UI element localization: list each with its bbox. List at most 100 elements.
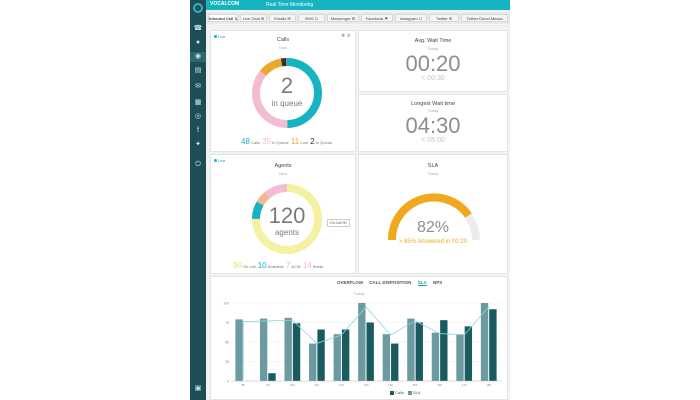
bar-sla	[431, 332, 440, 381]
trend-line	[242, 306, 490, 379]
agents-count: 120	[268, 203, 306, 228]
bar-sla	[235, 319, 243, 381]
tab-overflow[interactable]: OVERFLOW	[337, 280, 363, 285]
bar-calls	[268, 373, 276, 381]
tab-twitter-direct[interactable]: Twitter Direct Messa	[461, 14, 508, 22]
agents-title: Agents	[274, 163, 292, 169]
messenger-icon[interactable]: ◎	[194, 113, 202, 120]
agents-donut	[252, 184, 322, 254]
sla-gauge	[387, 193, 480, 241]
chart-tabs: OVERFLOW CALL DISPOSITION SLA NPS	[337, 280, 443, 286]
calls-queued: 2	[310, 137, 315, 146]
tab-instagram[interactable]: Instagram ☐	[395, 14, 427, 22]
calls-lost: 11	[290, 137, 300, 146]
sms-icon[interactable]: ▦	[194, 99, 202, 106]
x-tick-label: 17h	[462, 383, 467, 387]
bar-sla	[358, 303, 366, 381]
calls-queue-label: in queue	[271, 99, 303, 108]
bar-sla	[309, 343, 317, 381]
calls-in-queue: 35	[262, 137, 272, 146]
longest-wait-card: Longest Wait time Today 04:30 < 05:00	[358, 94, 508, 152]
x-tick-label: 11h	[315, 383, 320, 387]
x-tick-label: 10h	[290, 383, 295, 387]
sla-value: 82%	[416, 219, 450, 236]
bar-calls	[366, 322, 374, 381]
sla-gauge-fill	[387, 193, 472, 241]
bar-calls	[292, 323, 301, 381]
phone-icon[interactable]: ☎	[193, 25, 203, 32]
power-icon[interactable]: ⏻	[195, 161, 201, 168]
agents-subtitle: Now	[278, 171, 287, 176]
longest-wait-target: < 05:00	[421, 137, 445, 144]
tab-inbound-call[interactable]: Inbound Call ↳	[208, 14, 238, 22]
sla-chart: 100 75 50 25 0 8h 9h 10h 11h 12h 13h 14h 15h 16h 17h 18…	[223, 302, 501, 387]
calls-legend: 48 Calls 35 In Queue 11 Lost 2 In Queue	[241, 137, 333, 146]
avg-wait-card: Avg. Wait Time Today 00:20 < 00:30	[358, 30, 508, 92]
mail-icon[interactable]: ✉	[195, 83, 201, 90]
x-tick-label: 16h	[437, 383, 442, 387]
tab-emails[interactable]: Emails ✉	[269, 14, 296, 22]
avg-wait-title: Avg. Wait Time	[414, 38, 452, 44]
donut-segment-calls	[252, 58, 322, 128]
y-tick-label: 0	[227, 380, 229, 384]
bar-sla	[407, 318, 415, 381]
avg-wait-value: 00:20	[405, 51, 461, 76]
app-logo	[193, 3, 203, 13]
longest-wait-value: 04:30	[405, 113, 461, 138]
sla-subtitle: Today	[427, 171, 439, 176]
headset-icon[interactable]: ◉	[190, 52, 206, 62]
agents-card: Live Agents Now 120 agents On Call 90 90…	[210, 154, 356, 274]
tab-facebook[interactable]: Facebook ⚑	[361, 14, 393, 22]
bar-calls	[415, 322, 423, 381]
users-icon[interactable]: ●	[195, 39, 201, 46]
chat-icon[interactable]: ▤	[194, 67, 202, 74]
bar-sla	[456, 334, 464, 381]
tab-live-chat[interactable]: Live Chat ✉	[240, 14, 267, 22]
avg-wait-target: < 00:30	[421, 75, 445, 82]
agents-legend: 90 On call 10 Available 7 ACW 14 Break	[233, 261, 324, 270]
y-tick-label: 75	[225, 321, 229, 325]
tab-sms[interactable]: SMS ☐	[298, 14, 325, 22]
brand-name: VOCALCOM	[210, 1, 240, 7]
avg-wait-subtitle: Today	[427, 46, 439, 51]
settings-icon[interactable]: ▣	[194, 385, 202, 392]
tab-nps[interactable]: NPS	[432, 280, 443, 285]
bar-calls	[464, 326, 473, 381]
tab-twitter[interactable]: Twitter ✉	[429, 14, 459, 22]
y-tick-label: 50	[225, 341, 229, 345]
card-tools-icon[interactable]: ✚ ⚙	[340, 33, 351, 39]
tab-sla[interactable]: SLA	[417, 280, 427, 286]
legend-sla: SLA	[413, 390, 421, 395]
tab-messenger[interactable]: Messenger ✉	[327, 14, 359, 22]
sla-note: > 85% Answered in 00:20	[398, 239, 468, 245]
bar-calls	[317, 329, 325, 381]
twitter-icon[interactable]: ✦	[195, 141, 201, 148]
donut-segment-in-queue	[252, 58, 322, 128]
top-bar: VOCALCOM Real Time Monitoring	[206, 0, 510, 10]
live-indicator: Live	[214, 158, 225, 163]
x-tick-label: 12h	[339, 383, 344, 387]
longest-wait-subtitle: Today	[427, 108, 439, 113]
chart-legend: Calls SLA	[387, 390, 421, 395]
agents-acw: 7	[285, 261, 291, 270]
facebook-icon[interactable]: f	[197, 127, 199, 134]
tab-call-disposition[interactable]: CALL DISPOSITION	[369, 280, 412, 285]
live-indicator: Live	[214, 34, 225, 39]
bar-sla	[382, 334, 391, 381]
bar-calls	[341, 329, 350, 381]
calls-donut	[252, 58, 322, 128]
bar-calls	[489, 309, 497, 381]
page-title: Real Time Monitoring	[266, 2, 314, 8]
bar-calls	[440, 320, 448, 381]
calls-queue-count: 2	[280, 73, 294, 98]
agents-on-call: 90	[233, 261, 242, 270]
app-window: ☎ ● ◉ ▤ ✉ ▦ ◎ f ✦ ⏻ ▣ VOCALCOM Real Time…	[190, 0, 510, 400]
chart-card: OVERFLOW CALL DISPOSITION SLA NPS Today …	[210, 276, 508, 400]
on-call-tooltip: On Call 90	[327, 219, 350, 227]
calls-total: 48	[241, 137, 250, 146]
agents-label: agents	[274, 228, 300, 237]
x-tick-label: 13h	[363, 383, 368, 387]
sla-card: SLA Today 82% > 85% Answered in 00:20	[358, 154, 508, 274]
sidebar: ☎ ● ◉ ▤ ✉ ▦ ◎ f ✦ ⏻ ▣	[190, 0, 206, 400]
x-tick-label: 9h	[266, 383, 270, 387]
